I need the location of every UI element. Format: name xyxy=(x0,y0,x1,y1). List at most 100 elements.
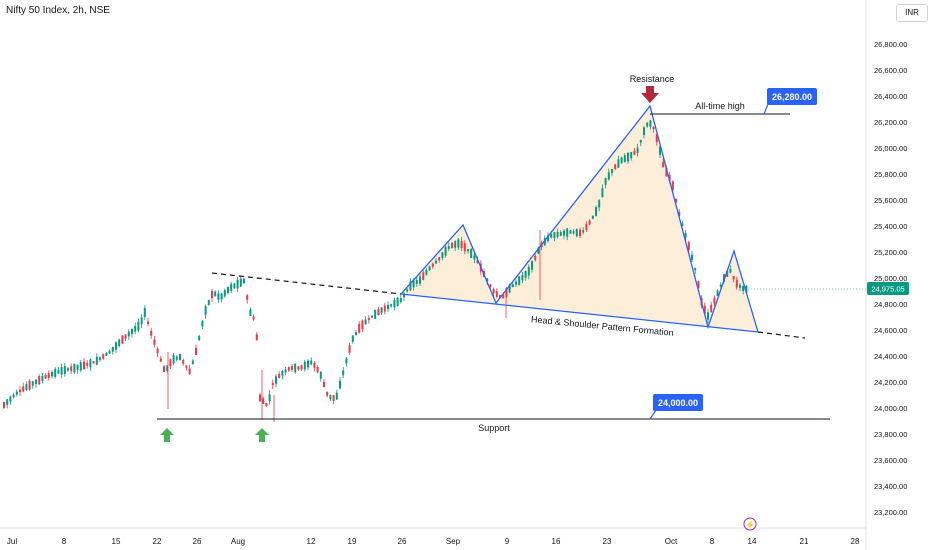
candle-body xyxy=(35,379,37,385)
candle-body xyxy=(719,284,722,287)
candle-body xyxy=(67,368,69,371)
candle-body xyxy=(675,198,677,203)
y-tick-label: 25,400.00 xyxy=(874,222,907,231)
y-tick-label: 25,000.00 xyxy=(874,274,907,283)
y-tick-label: 23,600.00 xyxy=(874,456,907,465)
candle-body xyxy=(575,228,578,237)
candle-body xyxy=(406,289,409,292)
candle-body xyxy=(678,211,681,217)
candle-body xyxy=(412,280,415,288)
candle-body xyxy=(79,362,82,371)
candle-body xyxy=(367,318,370,321)
candle-body xyxy=(294,363,297,373)
x-tick-label: 21 xyxy=(800,537,809,546)
candle-body xyxy=(703,305,706,314)
candle-body xyxy=(339,380,341,389)
candle-body xyxy=(687,242,690,250)
candle-body xyxy=(710,304,713,312)
candle-body xyxy=(713,297,716,304)
candle-body xyxy=(543,238,546,246)
candle-body xyxy=(54,368,57,377)
candle-body xyxy=(617,159,620,168)
x-tick-label: Aug xyxy=(231,537,245,546)
candle-body xyxy=(108,350,111,354)
currency-button[interactable]: INR xyxy=(896,4,928,22)
candle-body xyxy=(579,229,581,237)
candle-body xyxy=(57,369,60,374)
x-tick-label: 23 xyxy=(603,537,612,546)
candle-body xyxy=(588,220,591,225)
pattern-outline xyxy=(400,104,759,333)
x-tick-label: 26 xyxy=(398,537,407,546)
candle-body xyxy=(495,291,498,297)
ath-callout-text: 26,280.00 xyxy=(772,92,812,102)
candle-body xyxy=(374,309,377,319)
candle-body xyxy=(681,223,684,226)
candle-body xyxy=(76,364,79,370)
candle-body xyxy=(419,276,421,284)
candle-body xyxy=(684,233,687,238)
candle-body xyxy=(447,245,450,249)
y-axis[interactable]: 26,800.00 26,600.00 26,400.00 26,200.00 26,0… xyxy=(874,40,907,517)
candle-body xyxy=(745,285,748,294)
support-callout-box xyxy=(653,394,703,411)
candle-body xyxy=(387,304,389,310)
support-arrow-icon-2 xyxy=(255,428,269,442)
candle-body xyxy=(502,294,505,299)
candle-body xyxy=(12,394,15,398)
candle-body xyxy=(243,278,245,284)
ath-label: All-time high xyxy=(695,101,745,111)
candle-body xyxy=(636,147,639,154)
candle-body xyxy=(342,370,345,376)
candle-body xyxy=(371,315,373,318)
candle-body xyxy=(201,320,204,327)
last-price-text: 24,975.05 xyxy=(871,285,904,294)
candle-body xyxy=(303,361,306,370)
candle-body xyxy=(31,381,34,386)
y-tick-label: 23,400.00 xyxy=(874,482,907,491)
x-tick-label: 28 xyxy=(851,537,860,546)
candle-body xyxy=(559,231,562,236)
candle-body xyxy=(262,398,265,404)
candle-body xyxy=(601,188,604,198)
candle-body xyxy=(556,232,559,237)
resistance-arrow-icon xyxy=(641,86,659,103)
candle-body xyxy=(73,363,76,373)
candle-body xyxy=(643,127,645,136)
candle-body xyxy=(63,366,66,375)
y-tick-label: 26,000.00 xyxy=(874,144,907,153)
candle-body xyxy=(633,150,636,155)
candle-body xyxy=(86,362,89,366)
candle-body xyxy=(729,269,732,273)
x-tick-label: 15 xyxy=(112,537,121,546)
candle-body xyxy=(732,276,735,280)
candle-body xyxy=(223,290,226,297)
candle-body xyxy=(326,391,329,396)
candle-body xyxy=(716,290,719,296)
y-tick-label: 24,000.00 xyxy=(874,404,907,413)
candle-body xyxy=(140,317,143,325)
candle-body xyxy=(553,232,556,238)
candle-body xyxy=(415,279,418,284)
candle-body xyxy=(390,304,393,307)
candle-body xyxy=(19,389,21,393)
candle-body xyxy=(697,281,700,289)
candle-body xyxy=(60,366,63,375)
candle-body xyxy=(623,155,626,162)
x-axis[interactable]: Jul 8 15 22 26 Aug 12 19 26 Sep 9 16 23 Oct 8 14 21 28 xyxy=(7,537,860,546)
candle-body xyxy=(665,167,668,177)
candle-body xyxy=(399,298,402,303)
candle-body xyxy=(137,321,140,331)
candle-body xyxy=(9,396,12,402)
event-icon[interactable] xyxy=(743,517,757,531)
candle-body xyxy=(431,263,434,267)
candle-body xyxy=(259,394,261,402)
support-callout-connector xyxy=(649,409,657,420)
chart-title: Nifty 50 Index, 2h, NSE xyxy=(6,5,110,16)
candle-body xyxy=(204,306,207,315)
candle-body xyxy=(307,360,309,368)
y-tick-label: 24,800.00 xyxy=(874,300,907,309)
candle-body xyxy=(377,309,380,316)
